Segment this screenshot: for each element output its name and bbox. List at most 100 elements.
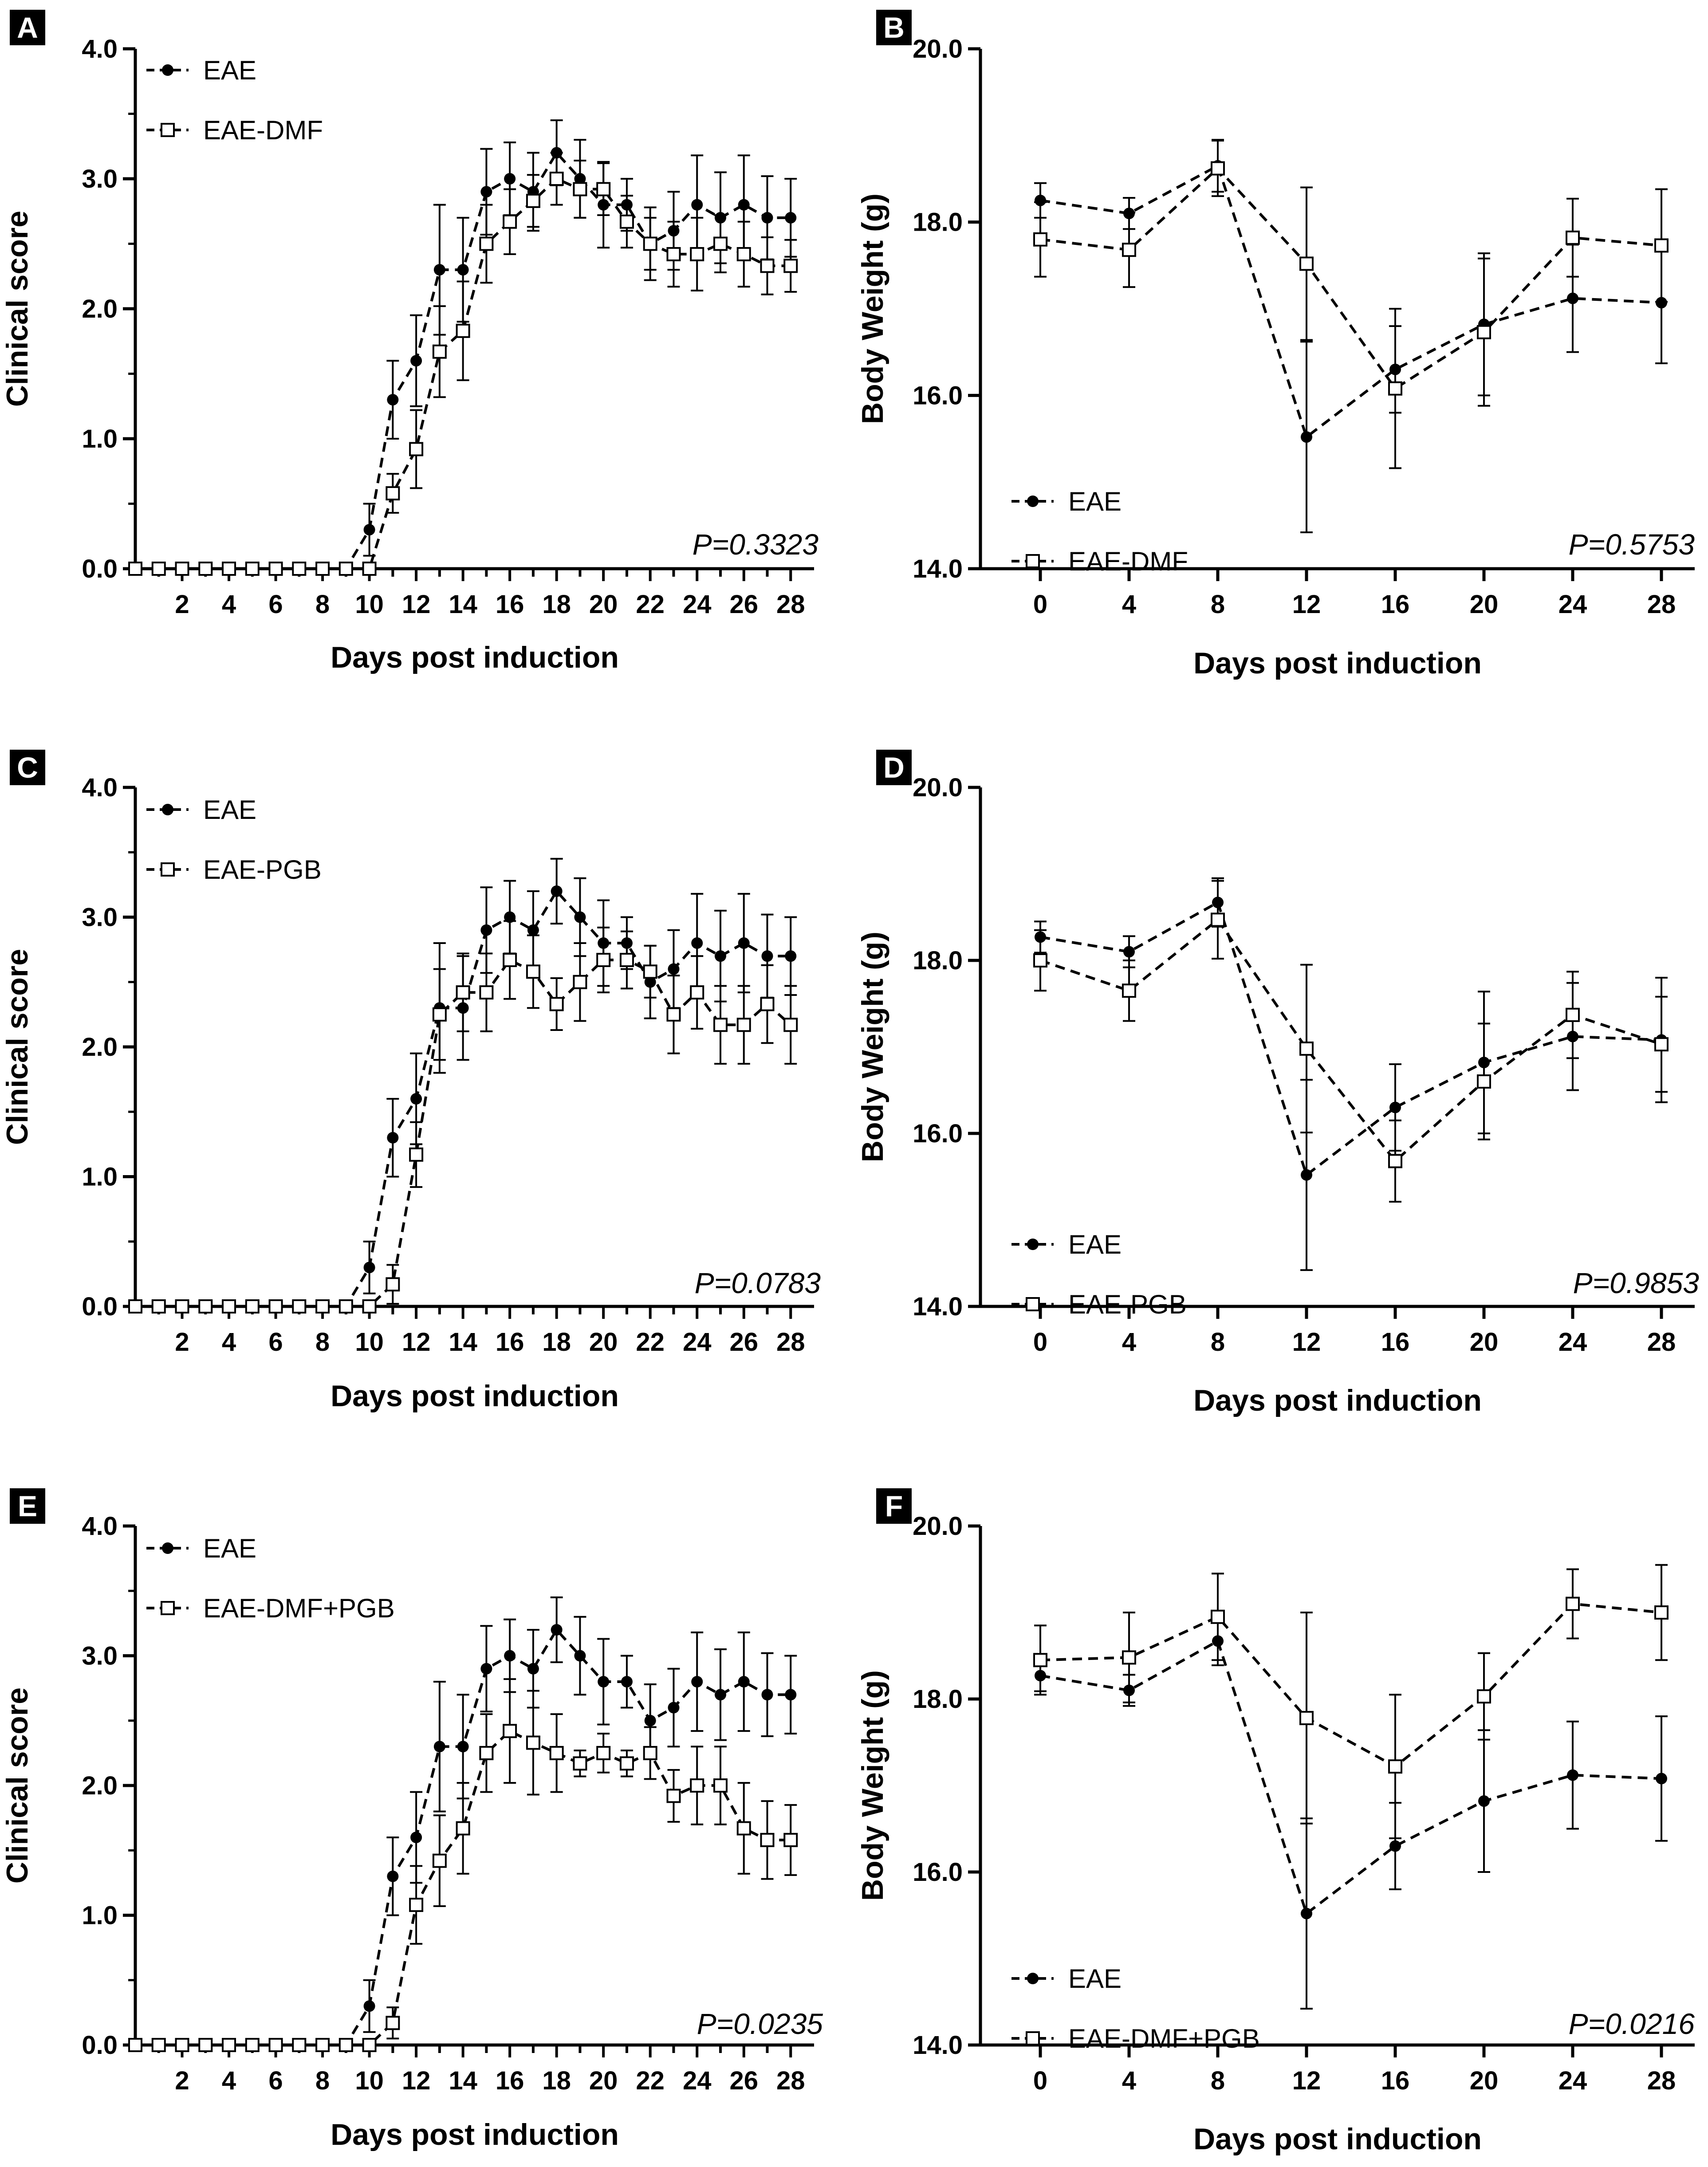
y-tick-label: 1.0: [82, 1901, 118, 1930]
y-tick-label: 4.0: [82, 35, 118, 63]
y-tick-label: 3.0: [82, 165, 118, 193]
data-point: [1389, 1101, 1401, 1113]
data-point: [713, 1018, 728, 1032]
data-point: [268, 2038, 283, 2052]
data-point: [222, 562, 236, 576]
data-point: [479, 236, 494, 251]
p-value: P=0.9853: [1573, 1266, 1700, 1299]
panel-label-box: [10, 1488, 45, 1524]
data-point: [760, 1833, 775, 1847]
series-line: [1040, 166, 1662, 390]
x-tick-label: 14: [449, 590, 477, 619]
data-point: [480, 186, 492, 198]
data-point: [292, 2038, 307, 2052]
panel-d: D 14.0 16.0 18.0 20.0 0 4 8 12 16 20 24 28 Days post …: [856, 750, 1699, 1417]
x-tick-label: 24: [1558, 2066, 1587, 2095]
data-point: [363, 1262, 375, 1274]
legend: EAE EAE-DMF+PGB: [1011, 1964, 1260, 2053]
data-point: [268, 562, 283, 576]
x-tick-label: 4: [222, 1328, 236, 1357]
data-point: [1123, 946, 1135, 958]
data-point: [457, 264, 469, 276]
y-tick-label: 0.0: [82, 1292, 118, 1321]
data-point: [761, 212, 773, 224]
data-point: [433, 1741, 445, 1753]
series-line: [1040, 1639, 1662, 1916]
data-point: [1567, 292, 1578, 304]
x-tick-label: 28: [1647, 590, 1676, 619]
data-point: [1211, 912, 1225, 927]
legend-label: EAE-PGB: [1068, 1290, 1187, 1319]
legend-marker: [162, 64, 173, 76]
data-point: [574, 1650, 586, 1662]
x-tick-label: 6: [268, 1328, 283, 1357]
series-treatment: [1033, 1564, 1669, 1839]
legend-label: EAE: [203, 55, 256, 85]
y-tick-label: 14.0: [913, 1292, 963, 1321]
data-point: [1389, 1840, 1401, 1852]
data-point: [198, 1299, 213, 1314]
data-point: [409, 442, 424, 456]
legend-label: EAE-DMF+PGB: [203, 1593, 395, 1623]
x-tick-label: 18: [542, 2066, 571, 2095]
series-line: [1040, 164, 1662, 440]
x-tick-label: 4: [1122, 2066, 1136, 2095]
legend: EAE EAE-DMF: [146, 55, 323, 145]
data-point: [738, 937, 750, 949]
data-point: [387, 394, 399, 406]
data-point: [1299, 1041, 1314, 1056]
data-point: [362, 2038, 377, 2052]
data-point: [338, 2038, 353, 2052]
x-tick-label: 4: [1122, 590, 1136, 619]
data-point: [504, 1650, 516, 1662]
data-point: [714, 1689, 726, 1701]
y-tick-label: 2.0: [82, 1033, 118, 1062]
data-point: [691, 1676, 703, 1687]
data-point: [387, 1132, 399, 1144]
data-point: [1654, 238, 1669, 253]
data-point: [1654, 1605, 1669, 1620]
y-tick-label: 16.0: [913, 381, 963, 410]
x-tick-label: 8: [1211, 1328, 1225, 1357]
data-point: [1301, 431, 1312, 443]
series-line: [135, 1729, 791, 2046]
data-point: [479, 1746, 494, 1760]
data-point: [1567, 1769, 1578, 1781]
data-point: [643, 1746, 657, 1760]
data-point: [690, 247, 704, 261]
y-tick-label: 20.0: [913, 1512, 963, 1541]
x-axis-title: Days post induction: [1193, 646, 1482, 680]
x-tick-label: 16: [496, 1328, 524, 1357]
y-axis-title: Clinical score: [0, 1687, 34, 1884]
y-tick-label: 0.0: [82, 555, 118, 583]
data-point: [1033, 1653, 1047, 1668]
x-tick-label: 26: [729, 590, 758, 619]
y-tick-label: 1.0: [82, 1163, 118, 1192]
series-treatment: [128, 152, 798, 576]
series-eae: [1034, 877, 1668, 1271]
y-axis-title: Body Weight (g): [856, 1670, 889, 1901]
data-point: [456, 323, 470, 338]
series-line: [1040, 918, 1662, 1163]
legend-label: EAE-DMF+PGB: [1068, 2024, 1260, 2053]
legend-marker: [1027, 1239, 1039, 1250]
data-point: [1122, 243, 1136, 257]
x-tick-label: 28: [776, 1328, 805, 1357]
legend-marker: [1026, 1297, 1040, 1311]
legend-marker: [1027, 1973, 1039, 1984]
data-point: [1388, 1759, 1402, 1774]
x-tick-label: 18: [542, 590, 571, 619]
x-tick-label: 22: [636, 1328, 665, 1357]
data-point: [315, 1299, 330, 1314]
data-point: [432, 344, 447, 359]
data-point: [480, 1663, 492, 1675]
data-point: [714, 950, 726, 962]
y-tick-label: 18.0: [913, 208, 963, 237]
panel-e: E0.01.02.03.04.02 4 6 8 10 12 14 16 18 20 22 24 26 28…: [0, 1488, 823, 2151]
data-point: [526, 964, 540, 979]
data-point: [245, 562, 260, 576]
data-point: [503, 953, 517, 967]
data-point: [551, 885, 563, 897]
data-point: [1301, 1907, 1312, 1919]
data-point: [245, 1299, 260, 1314]
